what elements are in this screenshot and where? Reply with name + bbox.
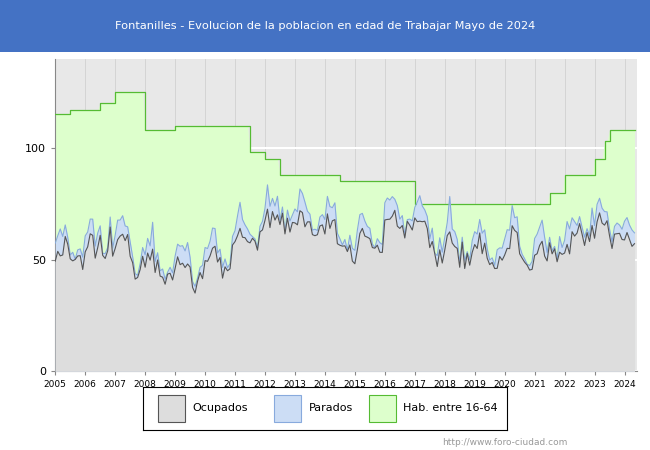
Text: Parados: Parados	[309, 403, 353, 414]
Text: Hab. entre 16-64: Hab. entre 16-64	[403, 403, 498, 414]
Text: Ocupados: Ocupados	[192, 403, 248, 414]
Bar	[157, 395, 185, 422]
Text: Fontanilles - Evolucion de la poblacion en edad de Trabajar Mayo de 2024: Fontanilles - Evolucion de la poblacion …	[115, 21, 535, 31]
Text: http://www.foro-ciudad.com: http://www.foro-ciudad.com	[442, 437, 567, 446]
Bar	[369, 395, 396, 422]
Bar	[274, 395, 302, 422]
